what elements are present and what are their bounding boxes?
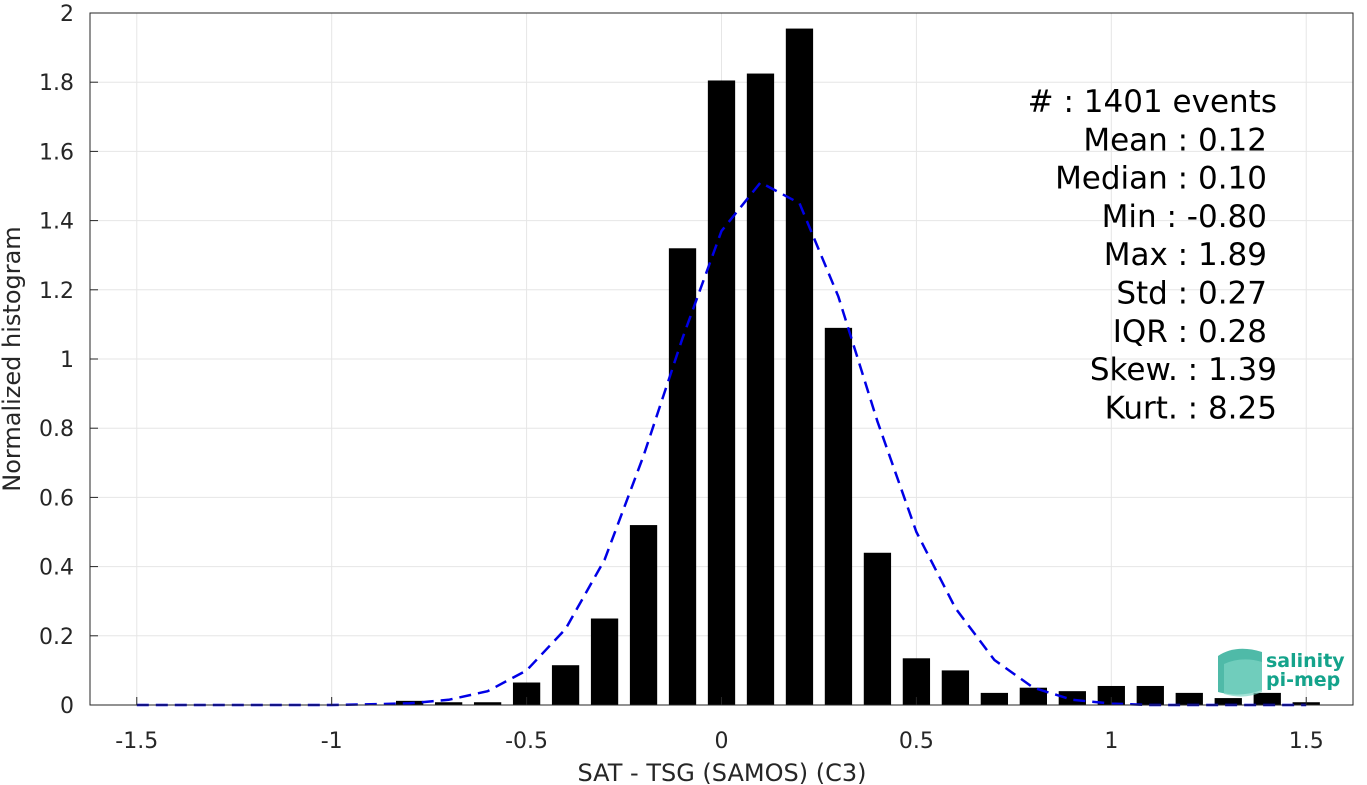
- histogram-bar: [707, 80, 736, 706]
- histogram-bar: [746, 73, 775, 706]
- stat-line: Kurt. : 8.25: [1105, 390, 1277, 426]
- stat-line: IQR : 0.28: [1113, 314, 1267, 350]
- x-tick-label: 0.5: [899, 729, 934, 754]
- y-tick-label: 0.2: [39, 625, 74, 650]
- stat-line: Min : -0.80: [1102, 199, 1267, 235]
- logo-wave-icon-front: [1224, 659, 1262, 697]
- histogram-bar: [1253, 692, 1281, 705]
- histogram-bar: [590, 618, 619, 705]
- stat-line: # : 1401 events: [1028, 84, 1277, 120]
- y-tick-label: 0.6: [39, 486, 74, 511]
- y-tick-label: 0.8: [39, 417, 74, 442]
- histogram-bar: [1097, 685, 1125, 705]
- x-tick-label: -1.5: [115, 729, 158, 754]
- histogram-bar: [434, 702, 463, 705]
- stat-line: Std : 0.27: [1116, 276, 1267, 312]
- y-tick-label: 0: [60, 694, 74, 719]
- stat-line: Median : 0.10: [1055, 161, 1267, 197]
- y-tick-label: 1.8: [39, 71, 74, 96]
- stat-line: Mean : 0.12: [1083, 122, 1267, 158]
- stat-line: Max : 1.89: [1104, 237, 1267, 273]
- logo-text-line1: salinity: [1266, 650, 1345, 672]
- salinity-pi-mep-logo: salinity pi-mep: [1218, 648, 1345, 697]
- y-tick-label: 1: [60, 348, 74, 373]
- x-axis-ticks: -1.5 -1 -0.5 0 0.5 1 1.5: [115, 697, 1324, 754]
- histogram-bar: [668, 248, 697, 705]
- stat-line: Skew. : 1.39: [1090, 352, 1277, 388]
- histogram-bars: [396, 28, 1320, 706]
- histogram-bar: [863, 552, 892, 705]
- histogram-bar: [824, 327, 853, 705]
- histogram-bar: [473, 702, 502, 705]
- histogram-bar: [785, 28, 814, 705]
- x-tick-label: -1: [321, 729, 343, 754]
- histogram-bar: [1175, 692, 1203, 705]
- histogram-bar: [629, 525, 658, 705]
- x-tick-label: 1: [1104, 729, 1118, 754]
- logo-text-line2: pi-mep: [1266, 669, 1340, 691]
- x-tick-label: -0.5: [505, 729, 548, 754]
- y-axis-ticks: 0 0.2 0.4 0.6 0.8 1 1.2 1.4 1.6 1.8 2: [39, 2, 98, 719]
- x-axis-label: SAT - TSG (SAMOS) (C3): [578, 759, 867, 785]
- y-axis-label: Normalized histogram: [0, 226, 26, 491]
- y-tick-label: 1.4: [39, 210, 74, 235]
- histogram-bar: [980, 692, 1009, 705]
- y-tick-label: 0.4: [39, 556, 74, 581]
- x-tick-label: 1.5: [1289, 729, 1324, 754]
- histogram-bar: [1214, 698, 1242, 705]
- y-tick-label: 1.6: [39, 140, 74, 165]
- histogram-bar: [512, 682, 541, 705]
- histogram-bar: [1136, 685, 1164, 705]
- histogram-bar: [551, 665, 580, 705]
- y-tick-label: 1.2: [39, 279, 74, 304]
- histogram-bar: [1019, 687, 1047, 705]
- x-tick-label: 0: [715, 729, 729, 754]
- histogram-bar: [941, 670, 970, 705]
- y-tick-label: 2: [60, 2, 74, 27]
